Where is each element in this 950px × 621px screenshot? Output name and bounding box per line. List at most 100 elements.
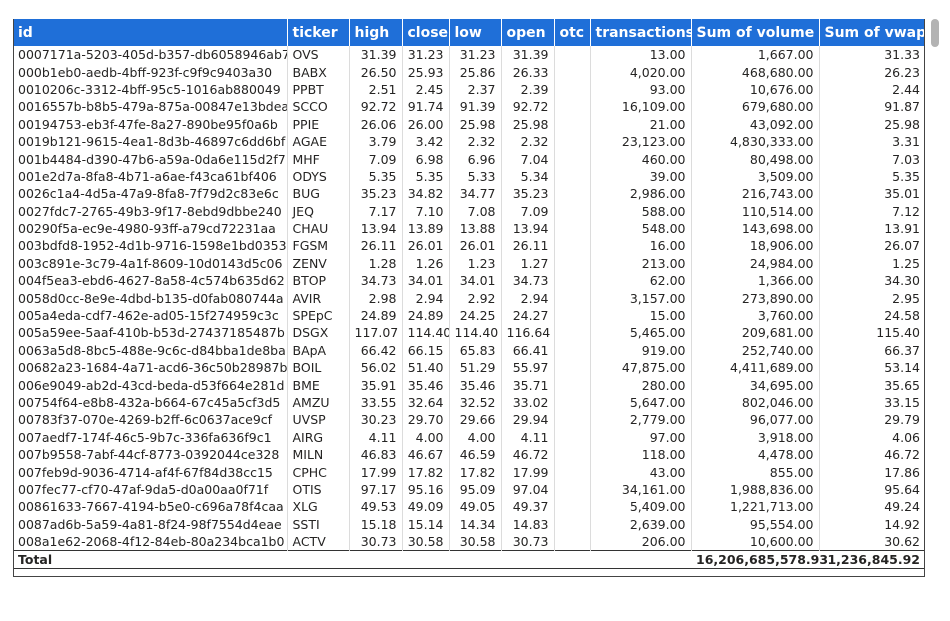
- table-row[interactable]: 000b1eb0-aedb-4bff-923f-c9f9c9403a30 BABX…: [13, 63, 925, 81]
- cell-volume: 10,676.00: [691, 80, 820, 99]
- cell-close: 91.74: [402, 98, 450, 116]
- table-row[interactable]: 001e2d7a-8fa8-4b71-a6ae-f43ca61bf406 ODYS…: [13, 167, 925, 186]
- table-row[interactable]: 0019b121-9615-4ea1-8d3b-46897c6dd6bf AGAE…: [13, 132, 925, 151]
- cell-vwap: 1.25: [892, 255, 920, 271]
- cell-high: 49.53: [349, 498, 403, 516]
- cell-low: 17.82: [449, 463, 502, 481]
- table-row[interactable]: 00754f64-e8b8-432a-b664-67c45a5cf3d5 AMZU…: [13, 393, 925, 412]
- cell-volume: 80,498.00: [691, 150, 820, 168]
- table-row[interactable]: 00682a23-1684-4a71-acd6-36c50b28987b BOIL…: [13, 359, 925, 377]
- table-row[interactable]: 0026c1a4-4d5a-47a9-8fa8-7f79d2c83e6c BUG 3…: [13, 185, 925, 203]
- table-row[interactable]: 0027fdc7-2765-49b3-9f17-8ebd9dbbe240 JEQ 7…: [13, 202, 925, 220]
- table-row[interactable]: 007feb9d-9036-4714-af4f-67f84d38cc15 CPHC…: [13, 463, 925, 481]
- cell-low: 34.01: [449, 272, 502, 290]
- cell-id: 000b1eb0-aedb-4bff-923f-c9f9c9403a30: [13, 63, 288, 81]
- cell-close: 4.00: [402, 428, 450, 446]
- header-row: id ticker high close low open otc transa…: [13, 19, 925, 46]
- table-row[interactable]: 0058d0cc-8e9e-4dbd-b135-d0fab080744a AVIR…: [13, 289, 925, 307]
- cell-ticker: PPBT: [287, 80, 350, 99]
- cell-close: 30.58: [402, 532, 450, 551]
- cell-open: 49.37: [501, 498, 555, 516]
- table-row[interactable]: 0010206c-3312-4bff-95c5-1016ab880049 PPBT…: [13, 80, 925, 99]
- table-row[interactable]: 00290f5a-ec9e-4980-93ff-a79cd72231aa CHAU…: [13, 219, 925, 238]
- cell-ticker: BApA: [287, 341, 350, 360]
- table-row[interactable]: 003bdfd8-1952-4d1b-9716-1598e1bd0353 FGSM…: [13, 237, 925, 255]
- cell-vwap: 4.06: [892, 429, 920, 445]
- cell-open: 35.23: [501, 185, 555, 203]
- table-row[interactable]: 001b4484-d390-47b6-a59a-0da6e115d2f7 MHF 7…: [13, 150, 925, 168]
- table-row[interactable]: 005a4eda-cdf7-462e-ad05-15f274959c3c SPEp…: [13, 306, 925, 325]
- cell-close: 1.26: [402, 254, 450, 273]
- cell-id: 007fec77-cf70-47af-9da5-d0a00aa0f71f: [13, 480, 288, 499]
- table-row[interactable]: 007aedf7-174f-46c5-9b7c-336fa636f9c1 AIRG…: [13, 428, 925, 446]
- column-header-sum-of-volume[interactable]: Sum of volume: [691, 19, 820, 46]
- cell-low: 31.23: [449, 46, 502, 64]
- cell-low: 91.39: [449, 98, 502, 116]
- cell-close: 24.89: [402, 306, 450, 325]
- table-row[interactable]: 0016557b-b8b5-479a-875a-00847e13bdea SCCO…: [13, 98, 925, 116]
- column-header-otc[interactable]: otc: [554, 19, 591, 46]
- cell-high: 4.11: [349, 428, 403, 446]
- column-header-sum-of-vwap[interactable]: Sum of vwap: [819, 19, 925, 46]
- cell-high: 2.98: [349, 289, 403, 307]
- table-row[interactable]: 003c891e-3c79-4a1f-8609-10d0143d5c06 ZENV…: [13, 254, 925, 273]
- table-row[interactable]: 0007171a-5203-405d-b357-db6058946ab7 OVS 3…: [13, 46, 925, 64]
- column-header-transactions[interactable]: transactions: [590, 19, 692, 46]
- cell-transactions: 21.00: [590, 115, 692, 133]
- cell-volume: 855.00: [691, 463, 820, 481]
- cell-id: 0016557b-b8b5-479a-875a-00847e13bdea: [13, 98, 288, 116]
- table-row[interactable]: 00783f37-070e-4269-b2ff-6c0637ace9cf UVSP…: [13, 411, 925, 429]
- cell-close: 32.64: [402, 393, 450, 412]
- table-row[interactable]: 005a59ee-5aaf-410b-b53d-27437185487b DSGX…: [13, 324, 925, 342]
- cell-otc: [554, 341, 591, 360]
- cell-ticker: BABX: [287, 63, 350, 81]
- cell-vwap: 115.40: [876, 325, 920, 341]
- table-row[interactable]: 007b9558-7abf-44cf-8773-0392044ce328 MILN…: [13, 445, 925, 464]
- cell-volume: 110,514.00: [691, 202, 820, 220]
- table-row[interactable]: 007fec77-cf70-47af-9da5-d0a00aa0f71f OTIS…: [13, 480, 925, 499]
- cell-otc: [554, 132, 591, 151]
- table-row[interactable]: 00194753-eb3f-47fe-8a27-890be95f0a6b PPIE…: [13, 115, 925, 133]
- cell-close: 7.10: [402, 202, 450, 220]
- cell-close: 114.40: [402, 324, 450, 342]
- cell-volume: 1,988,836.00: [691, 480, 820, 499]
- table-row[interactable]: 00861633-7667-4194-b5e0-c696a78f4caa XLG 4…: [13, 498, 925, 516]
- cell-transactions: 5,647.00: [590, 393, 692, 412]
- cell-close: 34.82: [402, 185, 450, 203]
- cell-low: 2.32: [449, 132, 502, 151]
- column-header-open[interactable]: open: [501, 19, 555, 46]
- cell-open: 34.73: [501, 272, 555, 290]
- cell-ticker: UVSP: [287, 411, 350, 429]
- cell-volume: 4,478.00: [691, 445, 820, 464]
- cell-transactions: 39.00: [590, 167, 692, 186]
- table-body: 0007171a-5203-405d-b357-db6058946ab7 OVS 3…: [13, 46, 925, 551]
- column-header-low[interactable]: low: [449, 19, 502, 46]
- cell-volume: 3,509.00: [691, 167, 820, 186]
- cell-vwap: 29.79: [884, 412, 920, 428]
- cell-id: 00194753-eb3f-47fe-8a27-890be95f0a6b: [13, 115, 288, 133]
- cell-id: 00783f37-070e-4269-b2ff-6c0637ace9cf: [13, 411, 288, 429]
- table-row[interactable]: 0063a5d8-8bc5-488e-9c6c-d84bba1de8ba BApA…: [13, 341, 925, 360]
- cell-transactions: 5,409.00: [590, 498, 692, 516]
- cell-volume: 1,366.00: [691, 272, 820, 290]
- cell-vwap: 31.33: [884, 47, 920, 63]
- table-row[interactable]: 006e9049-ab2d-43cd-beda-d53f664e281d BME 3…: [13, 376, 925, 394]
- column-header-high[interactable]: high: [349, 19, 403, 46]
- column-header-ticker[interactable]: ticker: [287, 19, 350, 46]
- cell-low: 32.52: [449, 393, 502, 412]
- cell-otc: [554, 254, 591, 273]
- table-row[interactable]: 004f5ea3-ebd6-4627-8a58-4c574b635d62 BTOP…: [13, 272, 925, 290]
- vertical-scrollbar[interactable]: [931, 19, 939, 47]
- cell-ticker: AVIR: [287, 289, 350, 307]
- cell-transactions: 4,020.00: [590, 63, 692, 81]
- table-row[interactable]: 0087ad6b-5a59-4a81-8f24-98f7554d4eae SSTI…: [13, 515, 925, 533]
- total-row: Total 16,206,685,578.93 1,236,845.92: [13, 550, 925, 570]
- cell-close: 49.09: [402, 498, 450, 516]
- cell-open: 26.33: [501, 63, 555, 81]
- cell-transactions: 43.00: [590, 463, 692, 481]
- column-header-close[interactable]: close: [402, 19, 450, 46]
- column-header-id[interactable]: id: [13, 19, 288, 46]
- cell-otc: [554, 324, 591, 342]
- table-row[interactable]: 008a1e62-2068-4f12-84eb-80a234bca1b0 ACTV…: [13, 532, 925, 551]
- cell-open: 5.34: [501, 167, 555, 186]
